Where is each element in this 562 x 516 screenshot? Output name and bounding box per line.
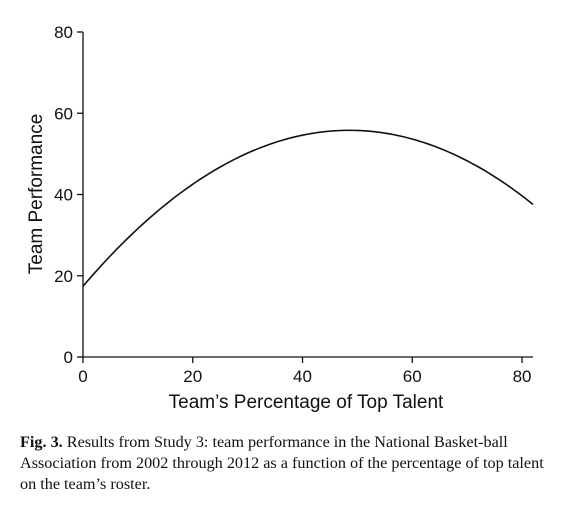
y-tick-label: 60: [54, 104, 73, 123]
x-tick-label: 0: [78, 367, 87, 386]
ticks: 0 20 40 60 80 0 20 40 60 80: [54, 23, 531, 386]
y-tick-label: 0: [64, 348, 73, 367]
chart: 0 20 40 60 80 0 20 40 60 80 Team Performance Team…: [26, 23, 534, 413]
y-axis-label: Team Performance: [26, 114, 47, 275]
x-tick-label: 80: [513, 367, 532, 386]
x-tick-label: 20: [183, 367, 202, 386]
x-axis-label: Team’s Percentage of Top Talent: [169, 392, 444, 413]
axes: [82, 32, 533, 358]
figure-caption-text: Results from Study 3: team performance i…: [20, 433, 544, 493]
y-tick-label: 80: [54, 23, 73, 42]
performance-curve: [82, 129, 534, 287]
x-tick-label: 60: [403, 367, 422, 386]
y-tick-label: 20: [54, 267, 73, 286]
figure-label: Fig. 3.: [20, 433, 63, 451]
y-tick-label: 40: [54, 186, 73, 205]
figure-caption: Fig. 3. Results from Study 3: team perfo…: [20, 432, 545, 495]
x-tick-label: 40: [293, 367, 312, 386]
